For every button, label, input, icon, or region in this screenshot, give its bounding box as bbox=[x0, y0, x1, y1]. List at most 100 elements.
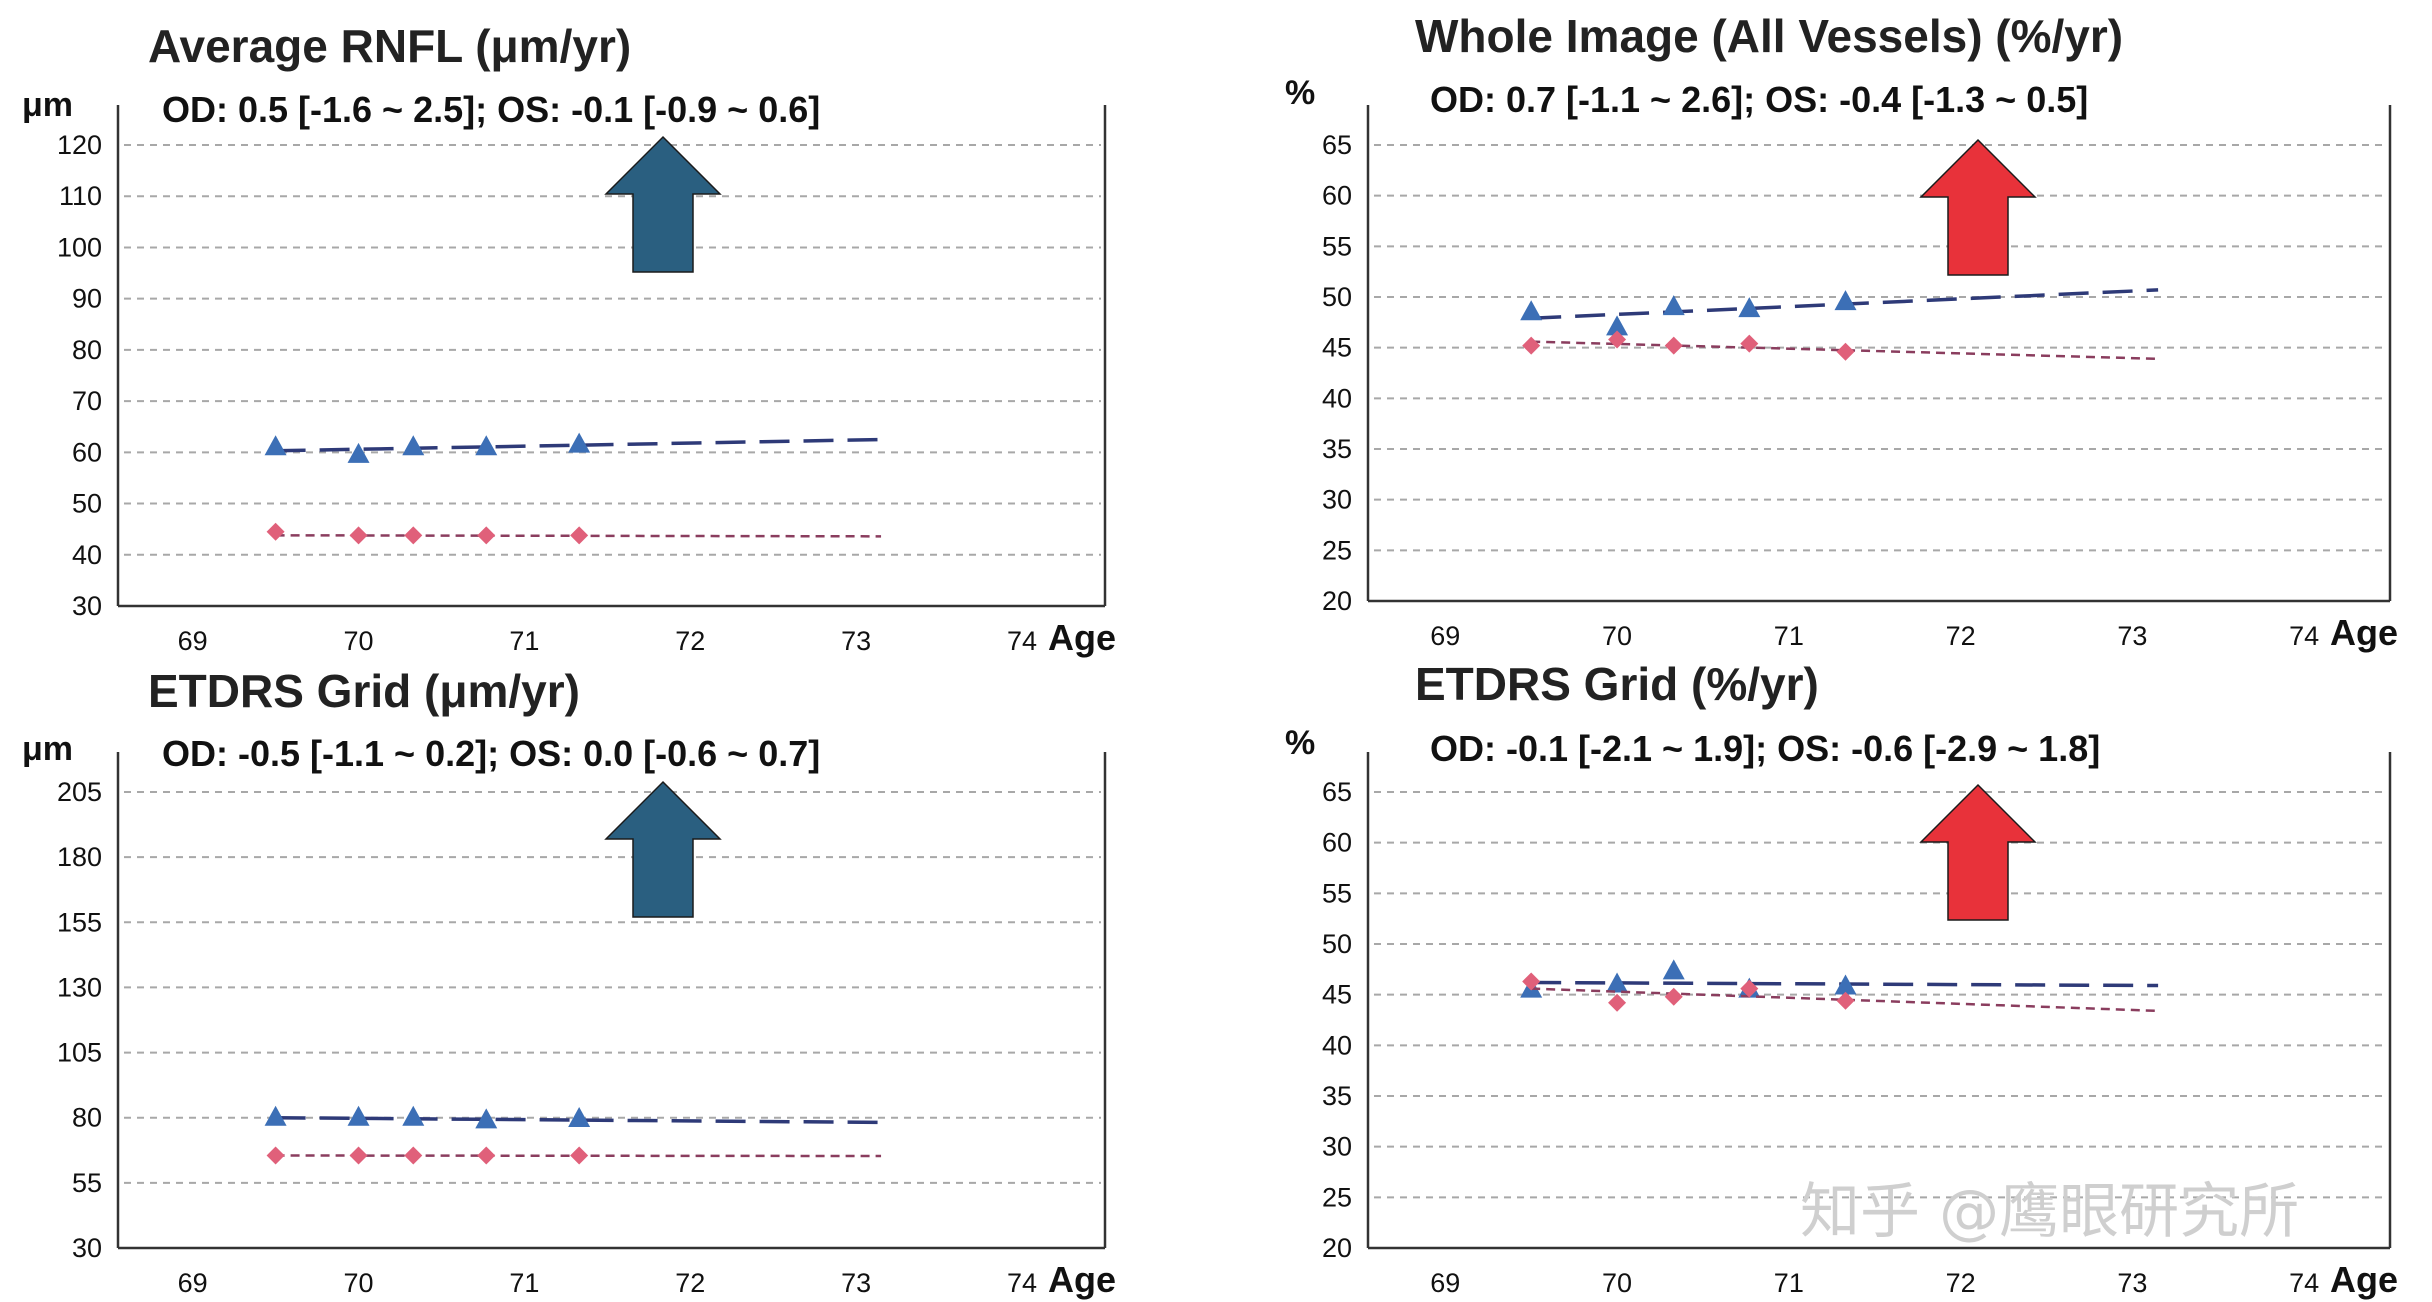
y-tick-label: 60 bbox=[1322, 828, 1352, 858]
x-tick-label: 70 bbox=[1602, 621, 1632, 651]
data-point-diamond bbox=[404, 526, 423, 545]
y-tick-label: 45 bbox=[1322, 980, 1352, 1010]
chart-subtitle: OD: 0.7 [-1.1 ~ 2.6]; OS: -0.4 [-1.3 ~ 0… bbox=[1430, 79, 2088, 120]
data-point-triangle bbox=[1606, 315, 1629, 336]
x-tick-label: 71 bbox=[509, 626, 539, 656]
y-tick-label: 55 bbox=[1322, 878, 1352, 908]
y-tick-label: 60 bbox=[1322, 181, 1352, 211]
data-point-triangle bbox=[1662, 295, 1685, 316]
data-point-diamond bbox=[570, 1146, 589, 1165]
x-tick-label: 70 bbox=[1602, 1268, 1632, 1298]
x-tick-label: 70 bbox=[344, 626, 374, 656]
y-tick-label: 155 bbox=[57, 907, 102, 937]
x-tick-label: 72 bbox=[1946, 621, 1976, 651]
data-point-diamond bbox=[349, 526, 368, 545]
y-tick-label: 105 bbox=[57, 1038, 102, 1068]
y-tick-label: 65 bbox=[1322, 130, 1352, 160]
x-tick-label: 73 bbox=[841, 626, 871, 656]
data-point-diamond bbox=[570, 526, 589, 545]
y-tick-label: 40 bbox=[72, 540, 102, 570]
y-tick-label: 25 bbox=[1322, 535, 1352, 565]
data-point-diamond bbox=[1664, 987, 1683, 1006]
data-point-triangle bbox=[402, 435, 425, 456]
y-tick-label: 65 bbox=[1322, 777, 1352, 807]
chart-panel-3: ETDRS Grid (μm/yr) OD: -0.5 [-1.1 ~ 0.2];… bbox=[22, 665, 1116, 1300]
data-point-triangle bbox=[475, 1108, 498, 1129]
x-tick-label: 72 bbox=[675, 626, 705, 656]
trend-arrow-icon bbox=[604, 135, 722, 273]
data-point-diamond bbox=[1836, 991, 1855, 1010]
chart-title: ETDRS Grid (μm/yr) bbox=[148, 665, 580, 717]
y-axis-unit: μm bbox=[22, 730, 73, 768]
x-tick-label: 73 bbox=[841, 1268, 871, 1298]
data-point-triangle bbox=[568, 432, 591, 453]
x-tick-label: 74 bbox=[1007, 626, 1037, 656]
y-tick-label: 180 bbox=[57, 842, 102, 872]
data-point-triangle bbox=[1834, 290, 1857, 311]
chart-subtitle: OD: -0.5 [-1.1 ~ 0.2]; OS: 0.0 [-0.6 ~ 0… bbox=[162, 733, 820, 774]
x-axis-title: Age bbox=[2330, 1259, 2398, 1300]
y-tick-label: 40 bbox=[1322, 1030, 1352, 1060]
chart-panel-1: Average RNFL (μm/yr) OD: 0.5 [-1.6 ~ 2.5]… bbox=[22, 20, 1116, 658]
data-point-diamond bbox=[349, 1146, 368, 1165]
data-point-diamond bbox=[1740, 979, 1759, 998]
y-tick-label: 100 bbox=[57, 232, 102, 262]
data-point-diamond bbox=[266, 522, 285, 541]
x-tick-label: 69 bbox=[178, 1268, 208, 1298]
y-tick-label: 45 bbox=[1322, 333, 1352, 363]
y-tick-label: 60 bbox=[72, 437, 102, 467]
y-tick-label: 50 bbox=[72, 489, 102, 519]
x-tick-label: 70 bbox=[344, 1268, 374, 1298]
x-tick-label: 69 bbox=[1430, 1268, 1460, 1298]
x-tick-label: 72 bbox=[675, 1268, 705, 1298]
watermark: 知乎 @鹰眼研究所 bbox=[1800, 1177, 2299, 1247]
data-point-triangle bbox=[1520, 300, 1543, 321]
x-axis-title: Age bbox=[2330, 612, 2398, 653]
y-tick-label: 30 bbox=[1322, 1132, 1352, 1162]
x-tick-label: 69 bbox=[178, 626, 208, 656]
chart-subtitle: OD: 0.5 [-1.6 ~ 2.5]; OS: -0.1 [-0.9 ~ 0… bbox=[162, 89, 820, 130]
data-point-diamond bbox=[477, 526, 496, 545]
y-tick-label: 20 bbox=[1322, 586, 1352, 616]
data-point-diamond bbox=[1664, 336, 1683, 355]
y-tick-label: 90 bbox=[72, 284, 102, 314]
y-tick-label: 130 bbox=[57, 972, 102, 1002]
trend-arrow-icon bbox=[604, 780, 722, 918]
y-tick-label: 50 bbox=[1322, 282, 1352, 312]
data-point-diamond bbox=[1836, 342, 1855, 361]
data-point-triangle bbox=[347, 442, 370, 463]
data-point-diamond bbox=[404, 1146, 423, 1165]
data-point-diamond bbox=[266, 1146, 285, 1165]
data-point-triangle bbox=[347, 1105, 370, 1126]
chart-panel-4: ETDRS Grid (%/yr) OD: -0.1 [-2.1 ~ 1.9]; … bbox=[1285, 658, 2398, 1300]
data-point-triangle bbox=[402, 1105, 425, 1126]
data-point-diamond bbox=[1608, 330, 1627, 349]
chart-title: Whole Image (All Vessels) (%/yr) bbox=[1415, 10, 2123, 62]
chart-subtitle: OD: -0.1 [-2.1 ~ 1.9]; OS: -0.6 [-2.9 ~ … bbox=[1430, 728, 2100, 769]
y-axis-unit: μm bbox=[22, 86, 73, 124]
y-tick-label: 30 bbox=[72, 1233, 102, 1263]
x-tick-label: 71 bbox=[509, 1268, 539, 1298]
x-tick-label: 71 bbox=[1774, 1268, 1804, 1298]
data-point-triangle bbox=[264, 1105, 287, 1126]
data-point-diamond bbox=[1740, 334, 1759, 353]
data-point-diamond bbox=[1522, 972, 1541, 991]
trend-arrow-icon bbox=[1919, 783, 2037, 921]
data-point-triangle bbox=[475, 435, 498, 456]
y-tick-label: 40 bbox=[1322, 383, 1352, 413]
x-tick-label: 74 bbox=[2289, 1268, 2319, 1298]
trend-arrow-icon bbox=[1919, 138, 2037, 276]
trend-line-1 bbox=[275, 1115, 882, 1125]
y-tick-label: 30 bbox=[72, 591, 102, 621]
x-axis-title: Age bbox=[1048, 617, 1116, 658]
x-tick-label: 73 bbox=[2117, 1268, 2147, 1298]
x-tick-label: 74 bbox=[1007, 1268, 1037, 1298]
data-point-diamond bbox=[1608, 993, 1627, 1012]
chart-title: ETDRS Grid (%/yr) bbox=[1415, 658, 1819, 710]
x-tick-label: 71 bbox=[1774, 621, 1804, 651]
y-tick-label: 30 bbox=[1322, 485, 1352, 515]
y-axis-unit: % bbox=[1285, 724, 1315, 762]
data-point-triangle bbox=[568, 1107, 591, 1128]
x-tick-label: 69 bbox=[1430, 621, 1460, 651]
